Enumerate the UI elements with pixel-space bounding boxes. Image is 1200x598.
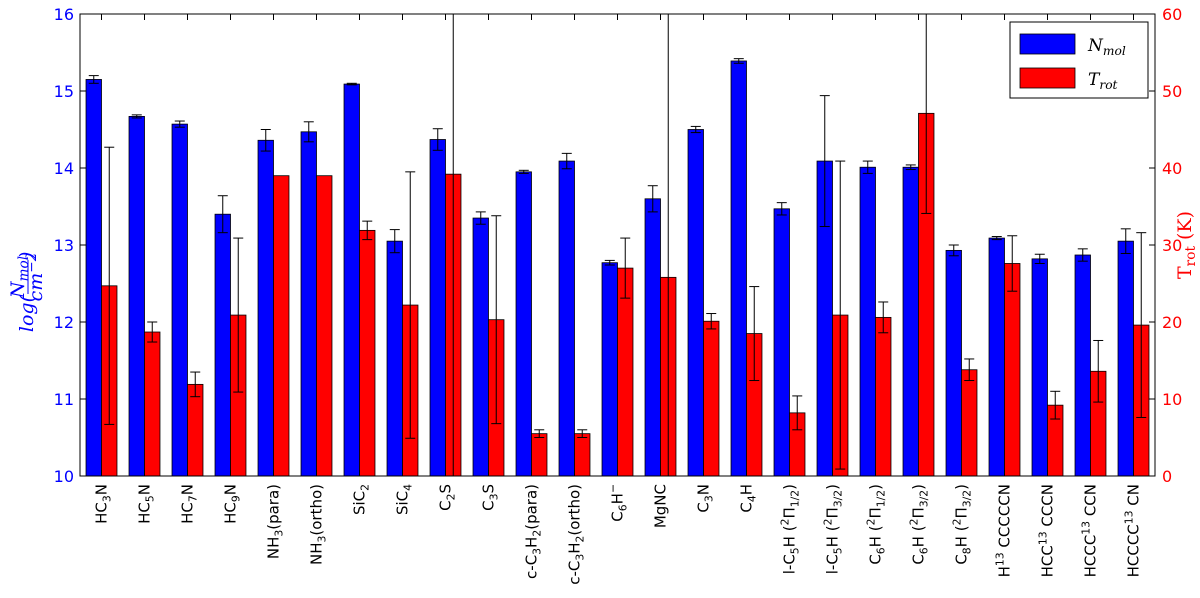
bar-trot	[875, 316, 892, 477]
y-tick-label-right: 30	[1162, 236, 1182, 255]
bar-trot	[574, 433, 591, 477]
x-tick-label: HCCC13 CCN	[1080, 484, 1100, 577]
error-bars-layer	[88, 14, 1147, 476]
bar-nmol	[644, 198, 661, 477]
bar-nmol	[257, 139, 274, 477]
x-tick-label: c-C3H2(para)	[523, 484, 544, 579]
bar-nmol	[773, 208, 790, 477]
y-tick-label-left: 10	[54, 467, 74, 486]
y-tick-label-left: 12	[54, 313, 74, 332]
bar-trot	[359, 229, 376, 477]
y-tick-label-right: 20	[1162, 313, 1182, 332]
x-tick-label: SiC4	[394, 484, 415, 515]
bar-nmol	[902, 166, 919, 477]
bar-nmol	[1117, 240, 1134, 477]
y-tick-label-right: 60	[1162, 5, 1182, 24]
bar-nmol	[171, 123, 188, 477]
bars-layer	[85, 60, 1150, 477]
x-tick-label: c-C3H2(ortho)	[566, 484, 587, 585]
bar-nmol	[730, 60, 747, 477]
bar-nmol	[859, 166, 876, 477]
bar-nmol	[945, 249, 962, 477]
x-tick-label: C6H (2Π3/2)	[908, 484, 931, 565]
y-axis-label-left-prefix: log(	[16, 294, 38, 332]
x-tick-label: l-C5H (2Π1/2)	[779, 484, 802, 574]
x-tick-label: MgNC	[652, 484, 670, 528]
bar-trot	[1004, 263, 1021, 477]
x-tick-label: C6H (2Π1/2)	[865, 484, 888, 565]
x-tick-label: C3S	[480, 484, 501, 511]
legend-swatch	[1019, 67, 1076, 89]
bar-nmol	[343, 83, 360, 477]
bar-trot	[187, 383, 204, 477]
y-tick-label-left: 14	[54, 159, 74, 178]
bar-trot	[531, 433, 548, 477]
bar-nmol	[128, 116, 145, 477]
bar-trot	[617, 267, 634, 477]
bar-trot	[961, 369, 978, 477]
x-tick-label: C2S	[437, 484, 458, 511]
y-tick-label-right: 0	[1162, 467, 1172, 486]
bar-trot	[703, 320, 720, 477]
axes-layer: 101112131415160102030405060log(Nmolcm−2)…	[7, 5, 1199, 486]
y-axis-label-right: Trot (K)	[1174, 211, 1199, 279]
x-tick-label: HCCCC13 CN	[1123, 484, 1143, 577]
x-tick-label: HCC13 CCCN	[1037, 484, 1057, 577]
x-tick-label: HC5N	[136, 484, 157, 524]
x-tick-label: C8H (2Π3/2)	[951, 484, 974, 565]
y-tick-label-right: 40	[1162, 159, 1182, 178]
y-axis-label-left-denominator: cm−2	[24, 253, 47, 302]
bar-nmol	[214, 213, 231, 477]
y-tick-label-left: 13	[54, 236, 74, 255]
bar-nmol	[988, 237, 1005, 477]
y-tick-label-left: 16	[54, 5, 74, 24]
y-tick-label-left: 11	[54, 390, 74, 409]
bar-nmol	[558, 160, 575, 477]
legend: Nmol Trot	[1009, 21, 1149, 99]
bar-nmol	[429, 139, 446, 477]
x-tick-label: C6H−	[607, 484, 630, 522]
bar-nmol	[85, 79, 102, 477]
x-tick-label: NH3(para)	[265, 484, 286, 559]
bar-nmol	[601, 262, 618, 477]
bar-nmol	[515, 171, 532, 477]
x-tick-label: H13 CCCCCN	[994, 484, 1014, 577]
bar-nmol	[1031, 258, 1048, 477]
y-tick-label-right: 10	[1162, 390, 1182, 409]
y-tick-label-right: 50	[1162, 82, 1182, 101]
legend-label: Nmol	[1087, 36, 1126, 58]
x-tick-label: HC9N	[222, 484, 243, 524]
bar-nmol	[300, 131, 317, 477]
y-tick-label-left: 15	[54, 82, 74, 101]
bar-nmol	[687, 129, 704, 477]
x-tick-label: HC3N	[93, 484, 114, 524]
bar-nmol	[386, 240, 403, 477]
legend-label: Trot	[1088, 70, 1118, 92]
x-tick-labels: HC3N HC5N HC7N HC9N NH3(para) NH3(ortho) SiC2 S…	[93, 484, 1143, 585]
bar-nmol	[472, 217, 489, 477]
y-axis-label-left-suffix: )	[16, 252, 38, 260]
bar-trot	[144, 331, 161, 477]
bar-trot	[273, 175, 290, 477]
bar-trot	[316, 175, 333, 477]
x-tick-label: NH3(ortho)	[308, 484, 329, 565]
legend-swatch	[1019, 33, 1076, 55]
x-tick-label: l-C5H (2Π3/2)	[822, 484, 845, 574]
bar-nmol	[1074, 254, 1091, 477]
x-tick-label: SiC2	[351, 484, 372, 515]
x-tick-label: C3N	[695, 484, 716, 513]
x-tick-label: HC7N	[179, 484, 200, 524]
x-tick-label: C4H	[738, 484, 759, 513]
